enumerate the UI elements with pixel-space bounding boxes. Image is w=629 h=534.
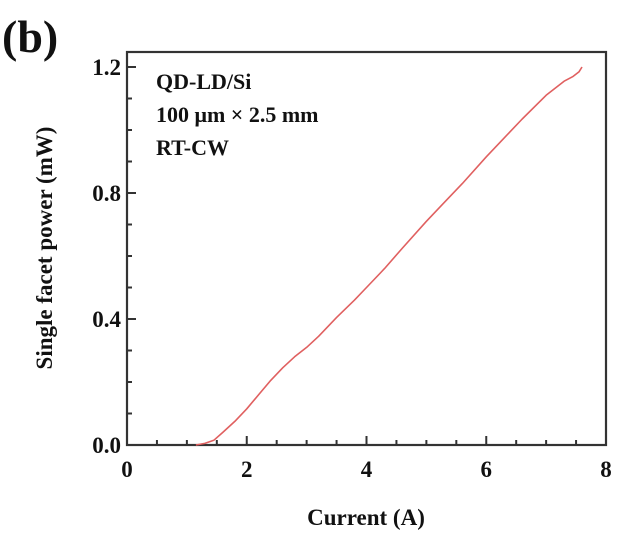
x-tick-label: 2 xyxy=(241,457,253,482)
x-tick-label: 0 xyxy=(121,457,133,482)
y-tick-label: 1.2 xyxy=(92,55,121,80)
panel-label: (b) xyxy=(2,11,58,62)
series-layer xyxy=(195,66,583,446)
x-tick-label: 4 xyxy=(361,457,373,482)
annotation-device: QD-LD/Si xyxy=(156,69,251,94)
x-tick-label: 6 xyxy=(481,457,493,482)
x-axis-label: Current (A) xyxy=(307,505,425,530)
axis-ticks: 0 2 4 6 8 0.0 0.4 0.8 1.2 xyxy=(92,55,612,482)
annotation-condition: RT-CW xyxy=(156,135,229,160)
y-tick-label: 0.8 xyxy=(92,181,121,206)
y-tick-label: 0.0 xyxy=(92,433,121,458)
series-line xyxy=(195,66,583,446)
x-tick-label: 8 xyxy=(600,457,612,482)
annotation-dimensions: 100 μm × 2.5 mm xyxy=(156,102,319,127)
y-tick-label: 0.4 xyxy=(92,307,121,332)
y-axis-label: Single facet power (mW) xyxy=(32,127,57,370)
annotation-block: QD-LD/Si 100 μm × 2.5 mm RT-CW xyxy=(156,69,319,160)
